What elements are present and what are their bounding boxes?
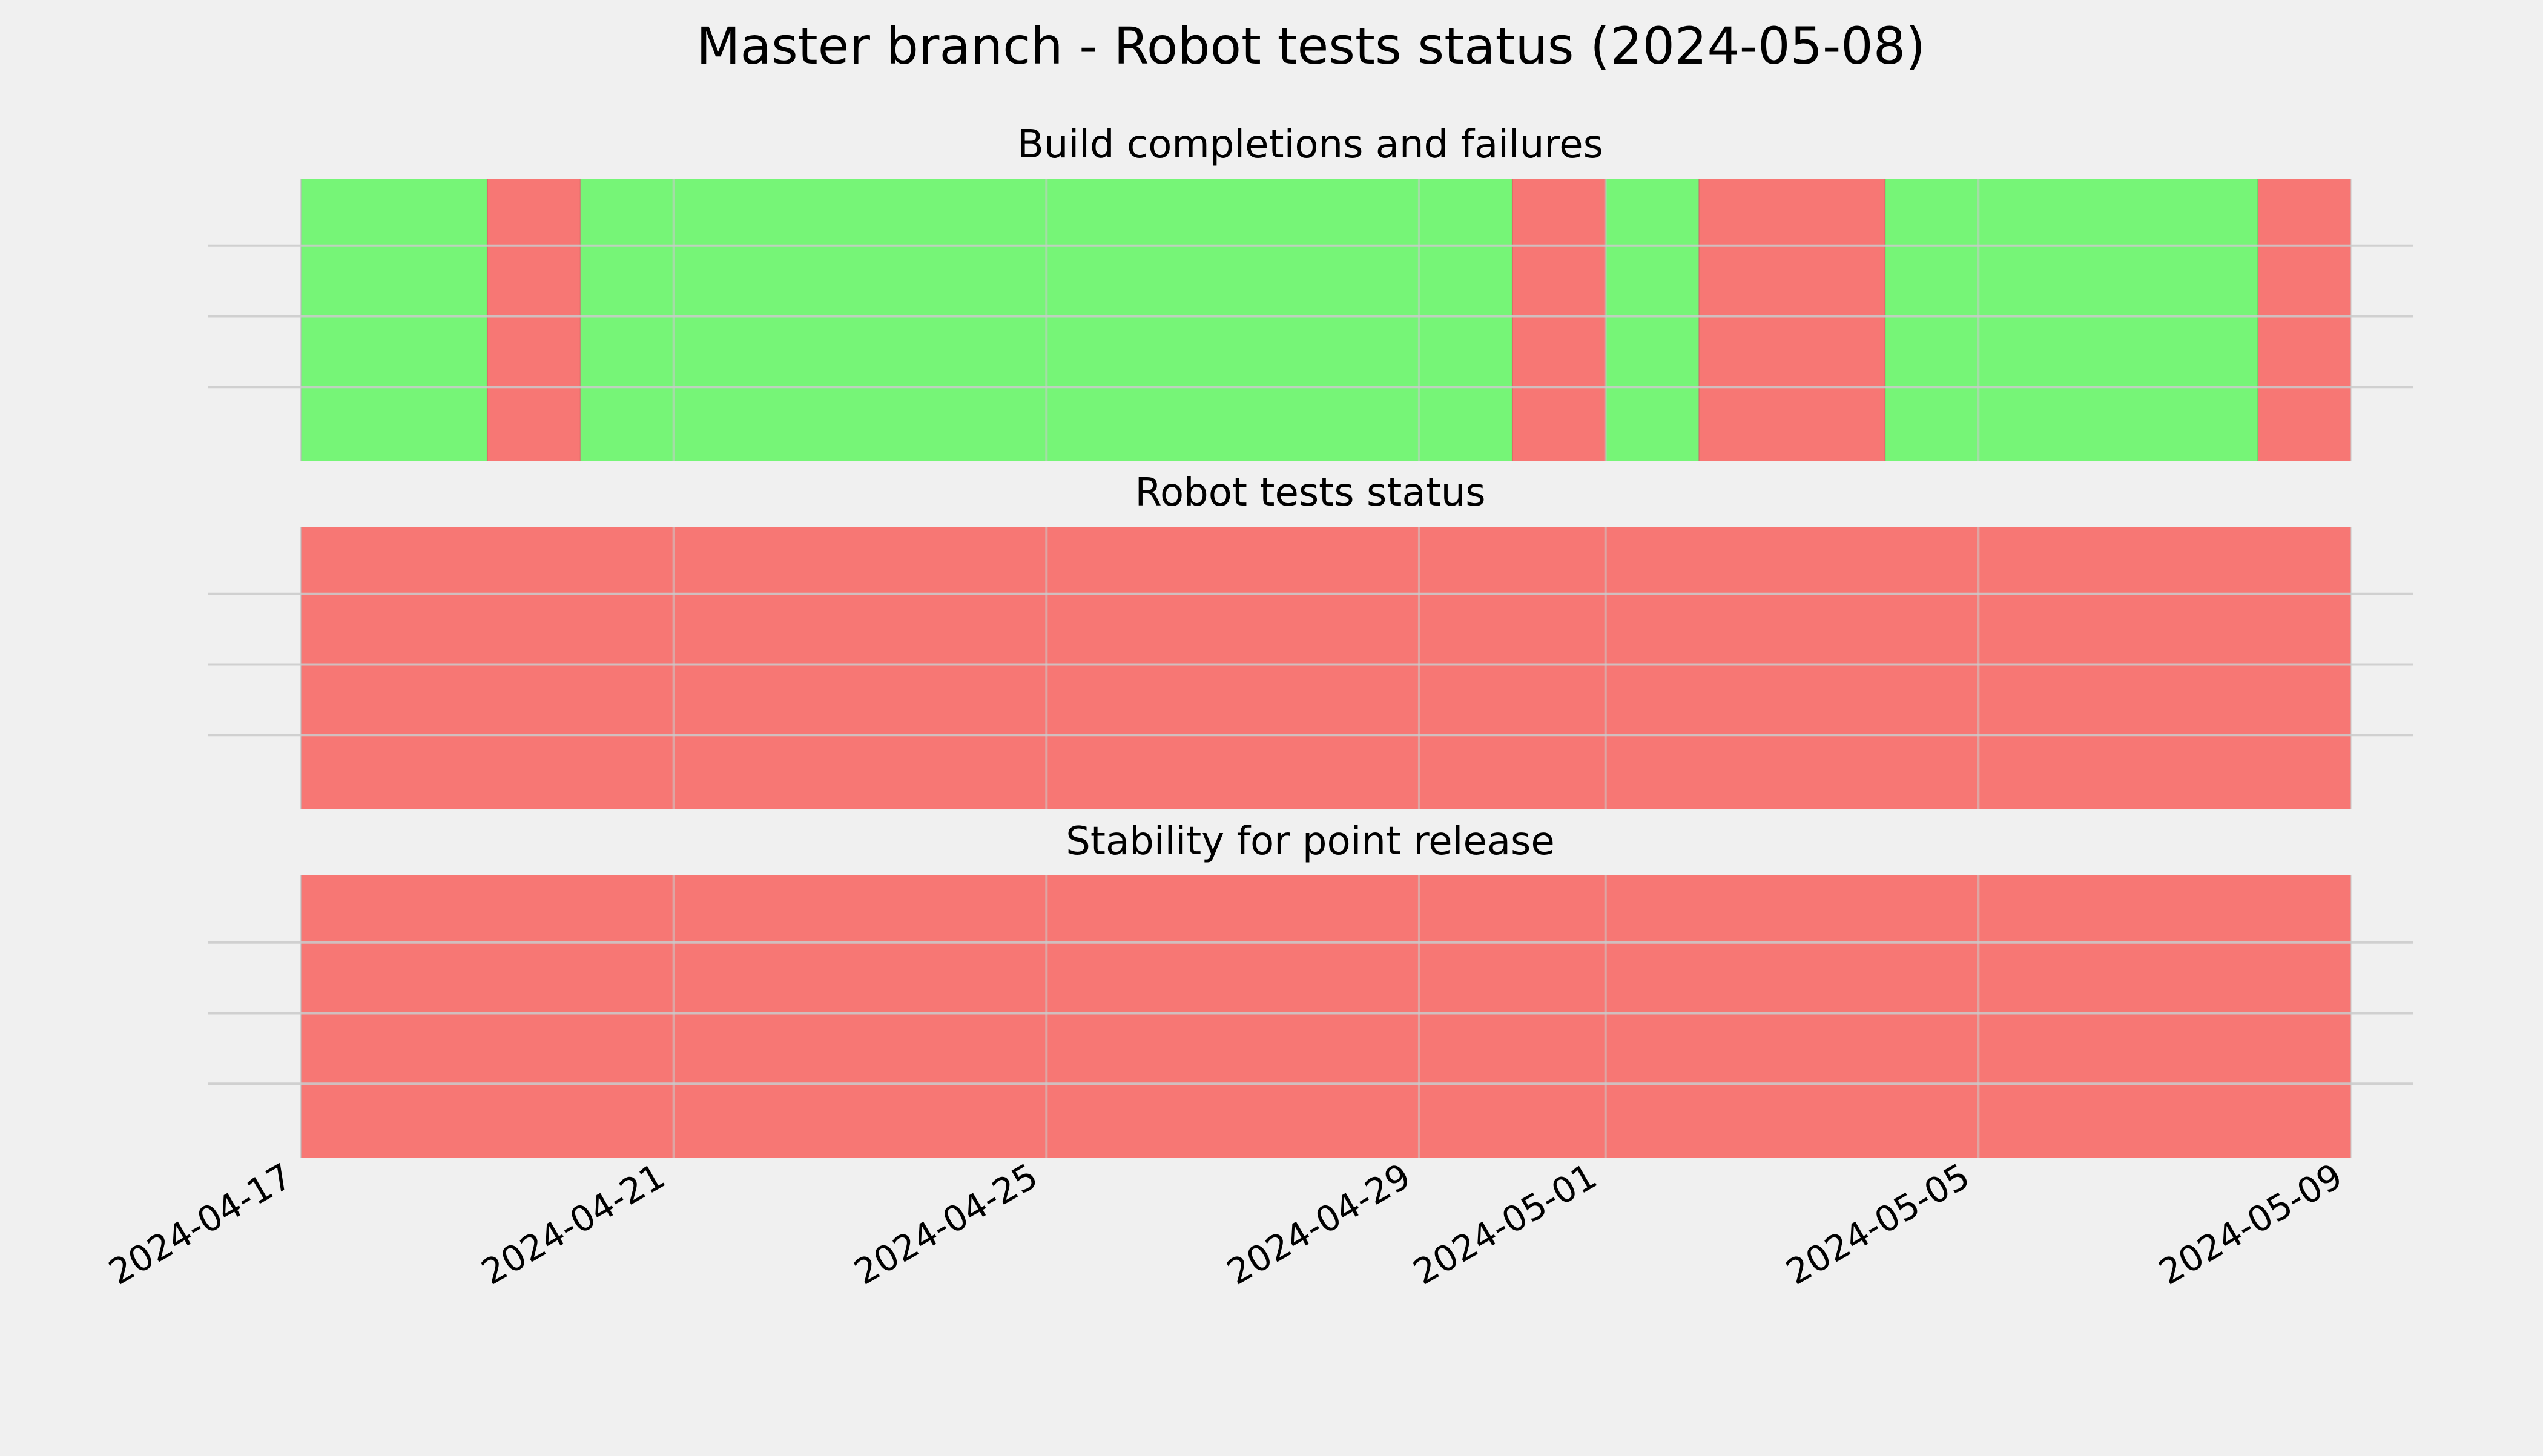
status-segment-pass	[1885, 179, 2258, 461]
status-segment-fail	[1698, 179, 1885, 461]
status-segment-fail	[1512, 179, 1606, 461]
panel-2: Robot tests status	[208, 470, 2413, 809]
panel-1: Build completions and failures	[208, 122, 2413, 461]
status-segment-fail	[487, 179, 581, 461]
panels-group: Build completions and failures Robot test…	[208, 122, 2413, 1158]
status-segment-pass	[301, 179, 487, 461]
status-segment-fail	[301, 527, 2351, 809]
panel-title: Stability for point release	[1066, 819, 1555, 864]
panel-title: Robot tests status	[1135, 470, 1485, 515]
status-segment-pass	[1605, 179, 1699, 461]
panel-3: Stability for point release	[208, 819, 2413, 1158]
status-segment-fail	[301, 875, 2351, 1158]
chart-title: Master branch - Robot tests status (2024…	[696, 16, 1925, 76]
status-segment-fail	[2258, 179, 2351, 461]
panel-title: Build completions and failures	[1017, 122, 1603, 167]
